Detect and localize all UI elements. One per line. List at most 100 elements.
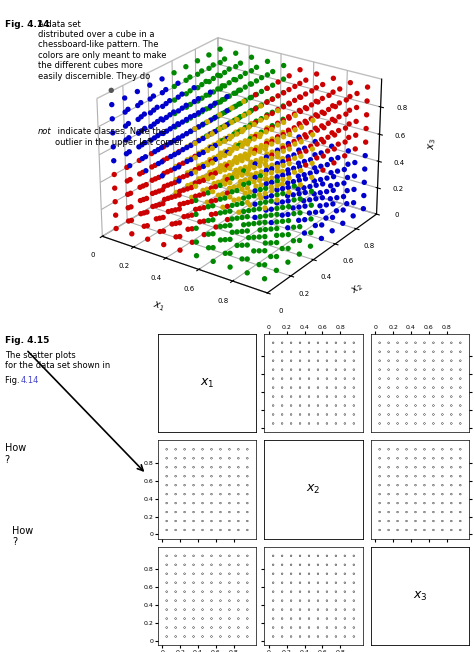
Point (429, 453, 437, 464)
Point (412, 374, 419, 384)
Point (456, 374, 464, 384)
Point (208, 631, 215, 642)
Text: Fig. 4.14: Fig. 4.14 (5, 20, 49, 29)
Point (323, 586, 331, 597)
Point (394, 525, 401, 535)
Point (190, 631, 197, 642)
Text: 4.14: 4.14 (20, 376, 39, 385)
Point (287, 346, 295, 357)
Point (226, 462, 233, 473)
Point (394, 418, 401, 428)
Point (244, 489, 251, 499)
Point (181, 525, 188, 535)
Point (244, 516, 251, 526)
Point (208, 498, 215, 509)
Point (172, 578, 180, 588)
Point (456, 355, 464, 366)
Point (438, 453, 446, 464)
Point (305, 382, 313, 393)
Point (305, 595, 313, 606)
Point (172, 631, 180, 642)
Point (172, 462, 180, 473)
Point (163, 489, 171, 499)
Point (305, 578, 313, 588)
Point (181, 550, 188, 561)
Point (296, 346, 304, 357)
Point (208, 507, 215, 517)
Point (269, 346, 277, 357)
Point (217, 525, 224, 535)
Point (163, 453, 171, 464)
Point (314, 550, 322, 561)
Point (332, 400, 340, 411)
Point (314, 409, 322, 420)
Point (163, 507, 171, 517)
Point (190, 507, 197, 517)
Point (447, 489, 455, 499)
Point (456, 382, 464, 393)
Point (412, 400, 419, 411)
Point (323, 418, 331, 428)
Point (278, 364, 286, 375)
Point (287, 364, 295, 375)
Point (235, 498, 242, 509)
Point (208, 480, 215, 490)
Point (314, 604, 322, 615)
Point (190, 622, 197, 632)
Point (172, 604, 180, 615)
Point (385, 391, 392, 402)
Point (235, 507, 242, 517)
Point (314, 614, 322, 624)
Point (412, 338, 419, 348)
Point (226, 559, 233, 570)
Point (412, 462, 419, 473)
Point (394, 489, 401, 499)
Point (181, 507, 188, 517)
Point (269, 400, 277, 411)
Point (244, 604, 251, 615)
Point (235, 604, 242, 615)
Text: $x_2$: $x_2$ (306, 483, 320, 496)
Point (350, 382, 357, 393)
Point (332, 409, 340, 420)
Point (163, 550, 171, 561)
Point (287, 604, 295, 615)
Point (420, 525, 428, 535)
Point (287, 382, 295, 393)
Point (314, 364, 322, 375)
Point (278, 569, 286, 579)
Point (323, 338, 331, 348)
Point (208, 550, 215, 561)
Point (420, 382, 428, 393)
Point (376, 507, 383, 517)
Point (287, 631, 295, 642)
Point (394, 462, 401, 473)
Point (429, 525, 437, 535)
Point (350, 631, 357, 642)
Point (226, 444, 233, 454)
Point (217, 444, 224, 454)
Point (296, 364, 304, 375)
Point (296, 578, 304, 588)
Point (376, 453, 383, 464)
Point (190, 595, 197, 606)
Point (341, 631, 349, 642)
Point (208, 614, 215, 624)
Point (199, 586, 206, 597)
Point (403, 355, 410, 366)
Point (447, 391, 455, 402)
Point (385, 374, 392, 384)
Point (456, 525, 464, 535)
Point (269, 550, 277, 561)
Y-axis label: $x_2$: $x_2$ (349, 281, 366, 297)
Point (190, 516, 197, 526)
Point (181, 622, 188, 632)
Point (429, 444, 437, 454)
Point (287, 338, 295, 348)
Point (456, 507, 464, 517)
Point (429, 374, 437, 384)
Point (412, 525, 419, 535)
Text: $x_3$: $x_3$ (413, 589, 427, 602)
Point (341, 595, 349, 606)
Point (181, 444, 188, 454)
